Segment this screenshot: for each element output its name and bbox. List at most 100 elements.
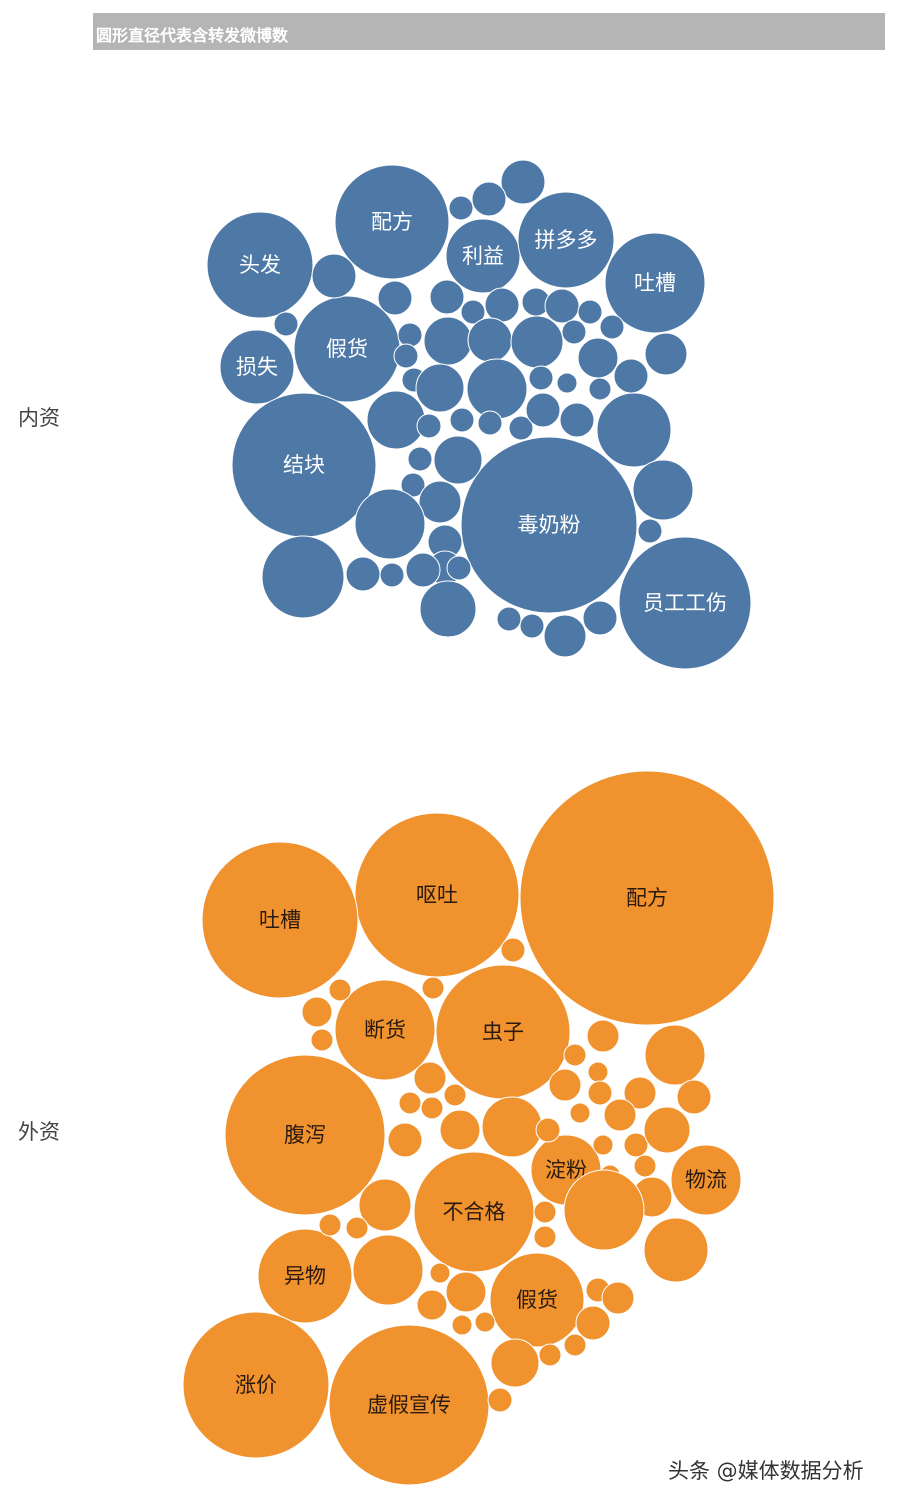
bubble <box>481 1096 543 1158</box>
bubble-利益 <box>445 218 521 294</box>
bubble <box>416 413 442 439</box>
bubble <box>544 288 580 324</box>
bubble <box>301 996 333 1028</box>
bubble <box>345 1216 369 1240</box>
bubble <box>445 1271 487 1313</box>
bubble <box>423 316 473 366</box>
bubble <box>637 518 663 544</box>
bubble <box>413 1061 447 1095</box>
bubble <box>418 480 462 524</box>
bubble-毒奶粉 <box>460 436 638 614</box>
bubble <box>429 1262 451 1284</box>
bubble-label: 毒奶粉 <box>518 513 581 537</box>
bubble <box>533 1225 557 1249</box>
bubble <box>345 556 381 592</box>
bubble <box>490 1338 540 1388</box>
bubble-label: 假货 <box>326 337 368 361</box>
bubble <box>393 343 419 369</box>
bubble <box>420 1096 444 1120</box>
bubble-异物 <box>257 1228 353 1324</box>
bubble <box>510 315 564 369</box>
bubble <box>538 1343 562 1367</box>
bubble <box>487 1387 513 1413</box>
bubble-断货 <box>334 979 436 1081</box>
bubble <box>561 319 587 345</box>
bubble-label: 假货 <box>516 1288 558 1312</box>
bubble-label: 不合格 <box>443 1200 506 1224</box>
bubble-label: 吐槽 <box>634 271 676 295</box>
bubble <box>596 392 672 468</box>
bubble <box>366 390 426 450</box>
bubble <box>500 159 546 205</box>
bubble <box>451 1314 473 1336</box>
bubble <box>556 372 578 394</box>
bubble-拼多多 <box>517 191 615 289</box>
bubble <box>398 1091 422 1115</box>
bubble-label: 配方 <box>626 886 668 910</box>
bubble <box>446 555 472 581</box>
bubble <box>496 606 522 632</box>
bubble-label: 吐槽 <box>259 908 301 932</box>
bubble-label: 结块 <box>283 453 325 477</box>
bubble-label: 损失 <box>236 355 278 379</box>
group-label-foreign: 外资 <box>18 1120 60 1144</box>
bubble-吐槽 <box>201 841 359 999</box>
bubble-label: 头发 <box>239 253 281 277</box>
bubble-物流 <box>670 1144 742 1216</box>
bubble-吐槽 <box>604 232 706 334</box>
bubble <box>460 299 486 325</box>
bubble <box>466 358 528 420</box>
bubble <box>632 459 694 521</box>
bubble <box>310 1028 334 1052</box>
bubble <box>586 1019 620 1053</box>
chart-title: 圆形直径代表含转发微博数 <box>96 26 289 45</box>
bubble <box>644 1024 706 1086</box>
bubble <box>467 317 513 363</box>
bubble <box>508 415 534 441</box>
bubble <box>273 311 299 337</box>
bubble <box>577 299 603 325</box>
bubble <box>449 407 475 433</box>
bubble <box>643 1106 691 1154</box>
bubble <box>676 1079 712 1115</box>
bubble <box>587 1061 609 1083</box>
bubble-label: 断货 <box>364 1018 406 1042</box>
bubble <box>421 976 445 1000</box>
bubble <box>471 181 507 217</box>
bubble-员工工伤 <box>618 536 752 670</box>
bubble-label: 腹泻 <box>284 1123 326 1147</box>
bubble <box>407 446 433 472</box>
bubble <box>623 1076 657 1110</box>
bubble <box>416 1289 448 1321</box>
bubble <box>548 1068 582 1102</box>
bubble <box>577 337 619 379</box>
bubble-头发 <box>206 211 314 319</box>
bubble <box>311 253 357 299</box>
bubble <box>500 937 526 963</box>
bubble-label: 物流 <box>685 1168 727 1192</box>
bubble-label: 涨价 <box>235 1373 277 1397</box>
bubble-腹泻 <box>224 1054 386 1216</box>
bubble <box>519 613 545 639</box>
bubble <box>397 322 423 348</box>
bubble <box>563 1333 587 1357</box>
bubble <box>623 1132 649 1158</box>
bubble <box>535 1117 561 1143</box>
bubble <box>613 358 649 394</box>
bubble <box>474 1311 496 1333</box>
bubble-label: 拼多多 <box>535 228 598 252</box>
bubble-配方 <box>519 770 775 1026</box>
bubble <box>379 562 405 588</box>
bubble <box>582 600 618 636</box>
bubble <box>528 365 554 391</box>
bubble <box>559 402 595 438</box>
bubble-label: 员工工伤 <box>643 591 727 615</box>
bubble <box>525 392 561 428</box>
bubble <box>415 363 465 413</box>
bubble-涨价 <box>182 1311 330 1459</box>
bubble <box>443 1083 467 1107</box>
group-label-domestic: 内资 <box>18 406 60 430</box>
bubble <box>643 1217 709 1283</box>
